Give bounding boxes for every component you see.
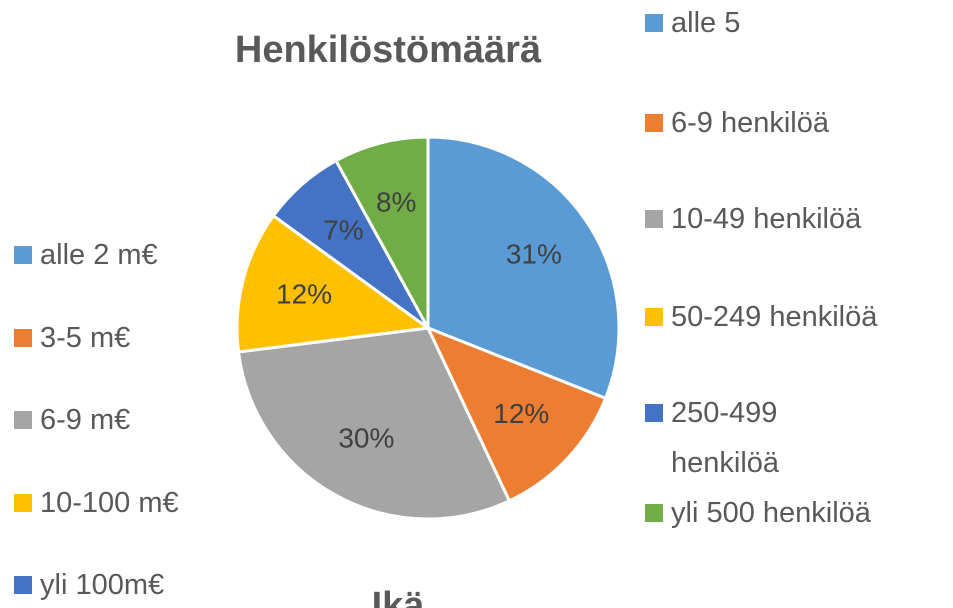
legend-item: 50-249 henkilöä	[645, 300, 877, 334]
side-legend-item: alle 2 m€	[14, 238, 158, 272]
data-label: 12%	[276, 279, 332, 310]
data-label: 12%	[493, 398, 549, 429]
legend-item: 10-49 henkilöä	[645, 202, 861, 236]
data-label: 8%	[376, 186, 416, 217]
side-legend-item: yli 100m€	[14, 568, 164, 602]
data-label: 7%	[323, 214, 363, 245]
next-chart-title: Ikä	[372, 585, 426, 608]
side-legend-item: 3-5 m€	[14, 321, 130, 355]
legend-swatch	[14, 576, 32, 594]
legend-label: alle 5	[671, 7, 741, 39]
legend-label: 3-5 m€	[40, 322, 131, 354]
side-legend-item: 6-9 m€	[14, 403, 130, 437]
legend-label: 6-9 m€	[40, 404, 131, 436]
legend-swatch	[645, 504, 663, 522]
legend-swatch	[14, 329, 32, 347]
legend-label: yli 500 henkilöä	[671, 497, 871, 529]
pie-slice	[236, 326, 512, 521]
legend-swatch	[14, 494, 32, 512]
pie-slice	[425, 325, 608, 503]
legend-swatch	[645, 210, 663, 228]
legend-swatch	[14, 411, 32, 429]
legend-swatch	[14, 246, 32, 264]
legend-item: 6-9 henkilöä	[645, 106, 829, 140]
legend-label: 10-49 henkilöä	[671, 203, 862, 235]
pie-slice	[235, 213, 432, 354]
legend-item: 250-499 henkilöä	[645, 396, 841, 488]
legend-label: alle 2 m€	[40, 239, 158, 271]
side-legend-item: 10-100 m€	[14, 486, 179, 520]
legend-swatch	[645, 114, 663, 132]
legend-swatch	[645, 404, 663, 422]
legend-label: 50-249 henkilöä	[671, 301, 878, 333]
legend-item: alle 5	[645, 6, 740, 40]
pie-slice	[426, 135, 621, 401]
data-label: 30%	[338, 423, 394, 454]
legend-swatch	[645, 14, 663, 32]
chart-title: Henkilöstömäärä	[235, 29, 542, 71]
legend-label: 10-100 m€	[40, 487, 179, 519]
legend-label: yli 100m€	[40, 569, 165, 601]
legend-label: 250-499 henkilöä	[671, 397, 780, 479]
legend-swatch	[645, 308, 663, 326]
legend-item: yli 500 henkilöä	[645, 496, 871, 530]
data-label: 31%	[506, 238, 562, 269]
legend-label: 6-9 henkilöä	[671, 107, 829, 139]
pie-slice	[333, 135, 430, 329]
